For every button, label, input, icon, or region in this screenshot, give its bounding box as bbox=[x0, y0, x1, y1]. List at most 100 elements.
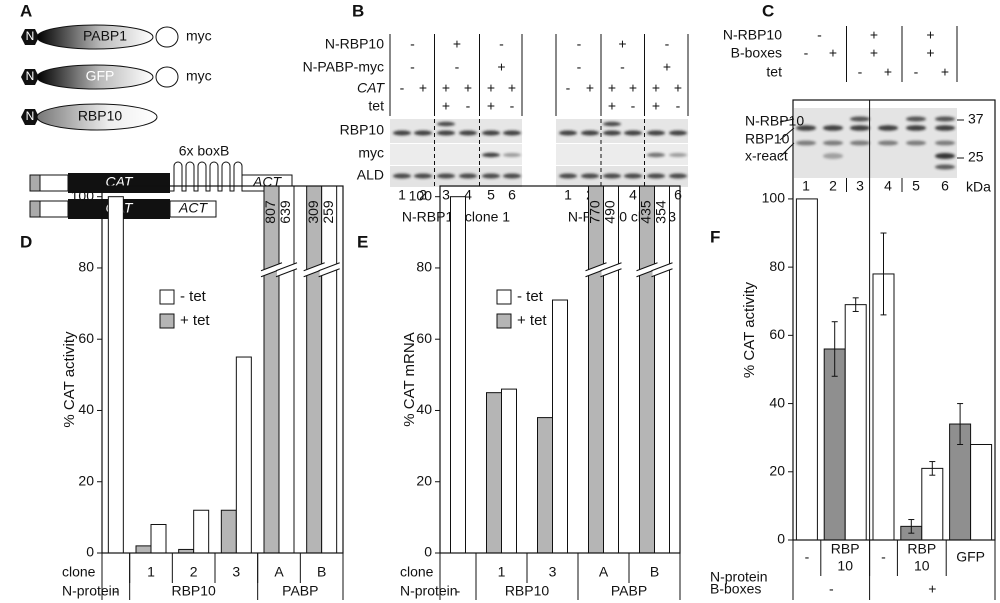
axis-break bbox=[319, 262, 339, 277]
panel-label: F bbox=[710, 227, 720, 246]
protein bbox=[36, 103, 158, 131]
bar bbox=[970, 443, 993, 540]
legend-label: + tet bbox=[180, 312, 210, 329]
condition-mark: + bbox=[586, 80, 594, 96]
row-label: N-protein bbox=[710, 569, 768, 585]
legend-swatch bbox=[496, 289, 512, 305]
gene-box bbox=[68, 173, 170, 193]
axis-break bbox=[600, 268, 622, 278]
tag-label: N bbox=[26, 69, 35, 83]
lane-number: 2 bbox=[829, 178, 837, 194]
row-label: clone bbox=[400, 564, 434, 580]
value-label: 309 bbox=[305, 200, 321, 224]
condition-mark: + bbox=[652, 80, 660, 96]
utr-box bbox=[39, 174, 69, 192]
lane-number: 4 bbox=[629, 187, 637, 203]
bar bbox=[921, 467, 944, 540]
y-axis-label: % CAT mRNA bbox=[401, 332, 418, 426]
condition-mark: + bbox=[608, 80, 616, 96]
panel-label: A bbox=[20, 1, 32, 20]
blot-band bbox=[437, 121, 455, 127]
blot-band bbox=[850, 140, 870, 146]
row-label: RBP10 bbox=[340, 122, 385, 138]
condition-mark: - bbox=[510, 98, 515, 114]
group-label: - bbox=[456, 583, 461, 599]
y-tick-label: 60 bbox=[416, 330, 432, 346]
blot-band bbox=[796, 125, 816, 131]
condition-mark: - bbox=[400, 80, 405, 96]
utr-label: ACT bbox=[178, 200, 208, 216]
y-tick-label: 40 bbox=[78, 401, 94, 417]
row-label: B-boxes bbox=[710, 581, 761, 597]
axis-break bbox=[586, 262, 606, 277]
bar bbox=[537, 417, 553, 553]
x-tick-label: 2 bbox=[190, 564, 198, 580]
axis-break bbox=[318, 268, 340, 278]
blot-band bbox=[906, 140, 926, 146]
y-tick-label: 60 bbox=[769, 326, 785, 342]
y-tick-label: 20 bbox=[769, 462, 785, 478]
x-tick-label: - bbox=[805, 549, 810, 565]
condition-mark: + bbox=[941, 64, 949, 80]
x-tick-label: - bbox=[881, 549, 886, 565]
plot-area bbox=[107, 186, 338, 553]
blot-strip bbox=[390, 119, 522, 143]
value-label: 639 bbox=[277, 200, 293, 224]
lane-number: 6 bbox=[508, 187, 516, 203]
condition-mark: - bbox=[410, 59, 415, 75]
row-label: CAT bbox=[357, 80, 385, 96]
bar bbox=[107, 196, 124, 553]
axis-break bbox=[652, 262, 672, 277]
blot-band bbox=[437, 173, 455, 179]
condition-mark: + bbox=[608, 98, 616, 114]
condition-mark: - bbox=[466, 98, 471, 114]
x-tick-label: 1 bbox=[498, 564, 506, 580]
blot-band bbox=[503, 173, 521, 179]
lane-number: 1 bbox=[398, 187, 406, 203]
blot-band bbox=[647, 130, 665, 136]
blot-strip bbox=[556, 119, 688, 143]
utr-box bbox=[39, 200, 69, 218]
protein bbox=[36, 24, 154, 50]
row-label: N-RBP10 bbox=[723, 27, 782, 43]
boxb-loops bbox=[170, 161, 243, 192]
n-tag bbox=[21, 69, 39, 85]
blot-band bbox=[850, 116, 870, 122]
y-tick-label: 0 bbox=[777, 531, 785, 547]
blot-band bbox=[878, 125, 898, 131]
bar bbox=[552, 299, 568, 553]
condition-mark: + bbox=[497, 59, 505, 75]
blot-strip bbox=[556, 144, 688, 165]
blot-band bbox=[393, 130, 411, 136]
blot-band bbox=[559, 130, 577, 136]
tag-label: myc bbox=[186, 68, 212, 84]
blot-band bbox=[459, 173, 477, 179]
y-tick-label: 60 bbox=[78, 330, 94, 346]
row-label: N-protein bbox=[62, 583, 120, 599]
legend-swatch bbox=[496, 313, 512, 329]
group-label: PABP bbox=[611, 583, 647, 599]
bar bbox=[654, 186, 670, 553]
legend-label: - tet bbox=[180, 288, 207, 305]
blot-band bbox=[823, 125, 843, 131]
condition-mark: - bbox=[499, 36, 504, 52]
condition-mark: + bbox=[618, 36, 626, 52]
x-tick-label: A bbox=[274, 564, 284, 580]
condition-mark: + bbox=[926, 27, 934, 43]
axis-break bbox=[601, 262, 621, 277]
blot-strip bbox=[390, 144, 522, 165]
myc-tag bbox=[155, 66, 179, 88]
lane-number: 6 bbox=[674, 187, 682, 203]
blot-band bbox=[935, 116, 955, 122]
y-axis-label: % CAT activity bbox=[61, 331, 78, 428]
condition-mark: + bbox=[926, 45, 934, 61]
condition-mark: + bbox=[487, 98, 495, 114]
bar bbox=[795, 198, 818, 540]
axis-break bbox=[651, 268, 673, 278]
bar bbox=[844, 304, 867, 540]
axis-break bbox=[651, 262, 673, 272]
axis-break bbox=[275, 262, 298, 272]
legend-label: - tet bbox=[517, 288, 544, 305]
x-tick-label: RBP bbox=[831, 541, 860, 557]
